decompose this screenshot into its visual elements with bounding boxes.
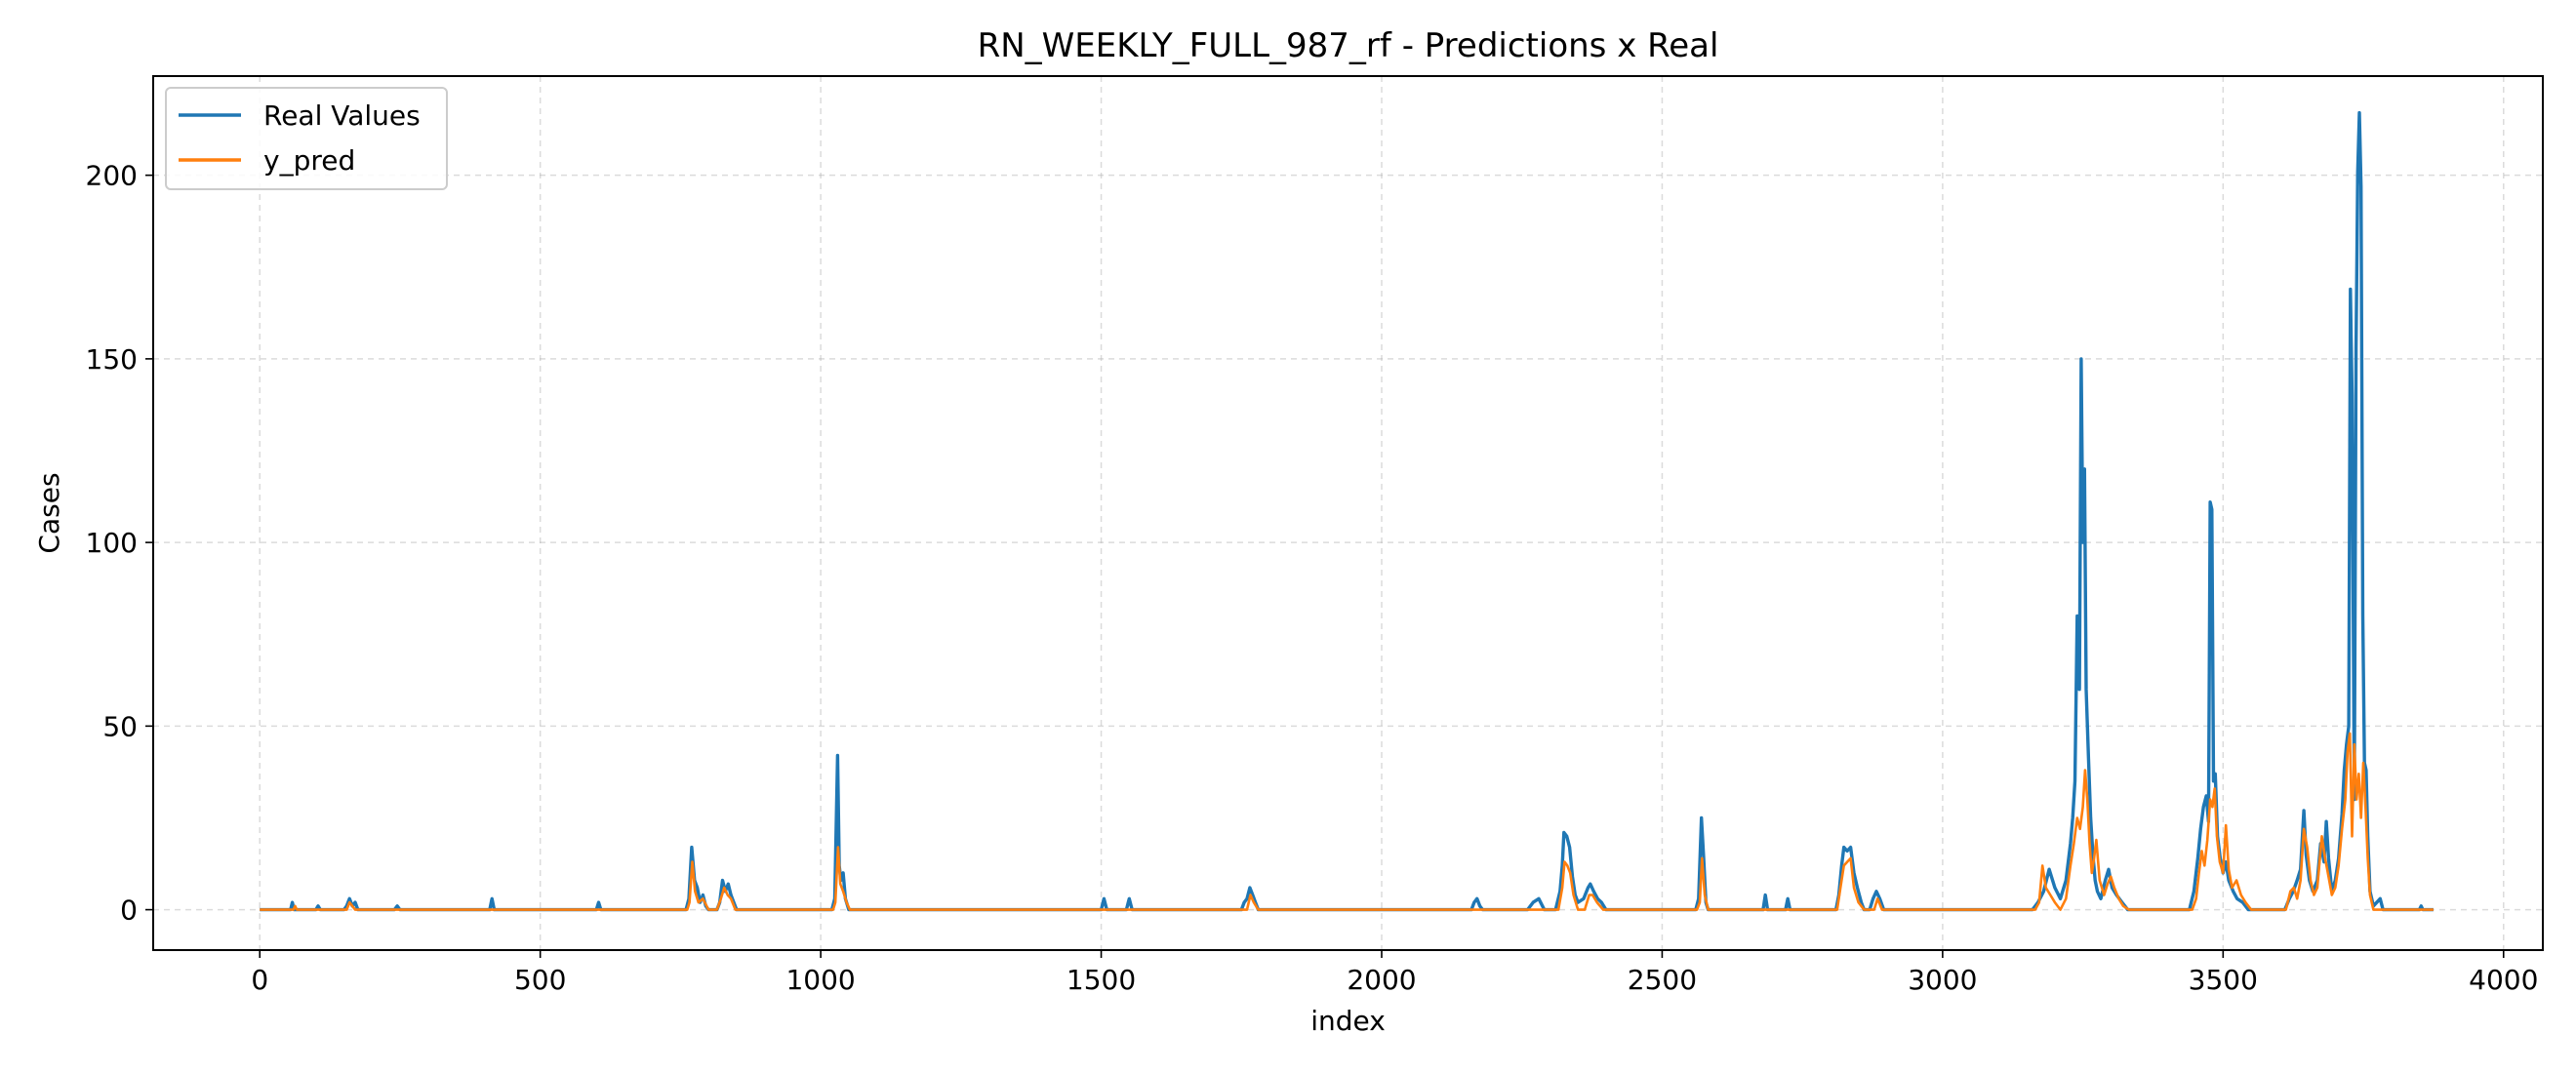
x-tick-label: 1500 bbox=[1067, 964, 1136, 996]
legend: Real Values y_pred bbox=[165, 87, 448, 190]
series-line-real-values bbox=[260, 110, 2434, 912]
y-tick-label: 100 bbox=[86, 527, 138, 559]
x-tick-label: 2000 bbox=[1347, 964, 1416, 996]
legend-label-y-pred: y_pred bbox=[263, 144, 355, 177]
chart-title: RN_WEEKLY_FULL_987_rf - Predictions x Re… bbox=[978, 26, 1719, 65]
x-tick-label: 2500 bbox=[1628, 964, 1697, 996]
series-lines bbox=[260, 110, 2434, 912]
legend-label-real-values: Real Values bbox=[263, 99, 421, 132]
x-tick-label: 3500 bbox=[2189, 964, 2258, 996]
x-tick-label: 4000 bbox=[2469, 964, 2538, 996]
legend-box bbox=[165, 87, 448, 190]
series-line-y-pred bbox=[260, 732, 2434, 911]
plot-frame bbox=[152, 75, 2544, 951]
y-tick-label: 0 bbox=[120, 894, 138, 927]
x-axis-label: index bbox=[1310, 1005, 1386, 1037]
x-tick-label: 1000 bbox=[785, 964, 855, 996]
axis-ticks: 0 500 1000 1500 2000 2500 3000 3500 4000 0 50 100 15… bbox=[86, 160, 2539, 996]
y-tick-label: 200 bbox=[86, 160, 138, 192]
y-axis-label: Cases bbox=[33, 472, 65, 553]
y-tick-label: 50 bbox=[102, 710, 138, 742]
x-tick-label: 3000 bbox=[1908, 964, 1977, 996]
y-tick-label: 150 bbox=[86, 343, 138, 376]
x-tick-label: 500 bbox=[514, 964, 566, 996]
x-tick-label: 0 bbox=[251, 964, 268, 996]
